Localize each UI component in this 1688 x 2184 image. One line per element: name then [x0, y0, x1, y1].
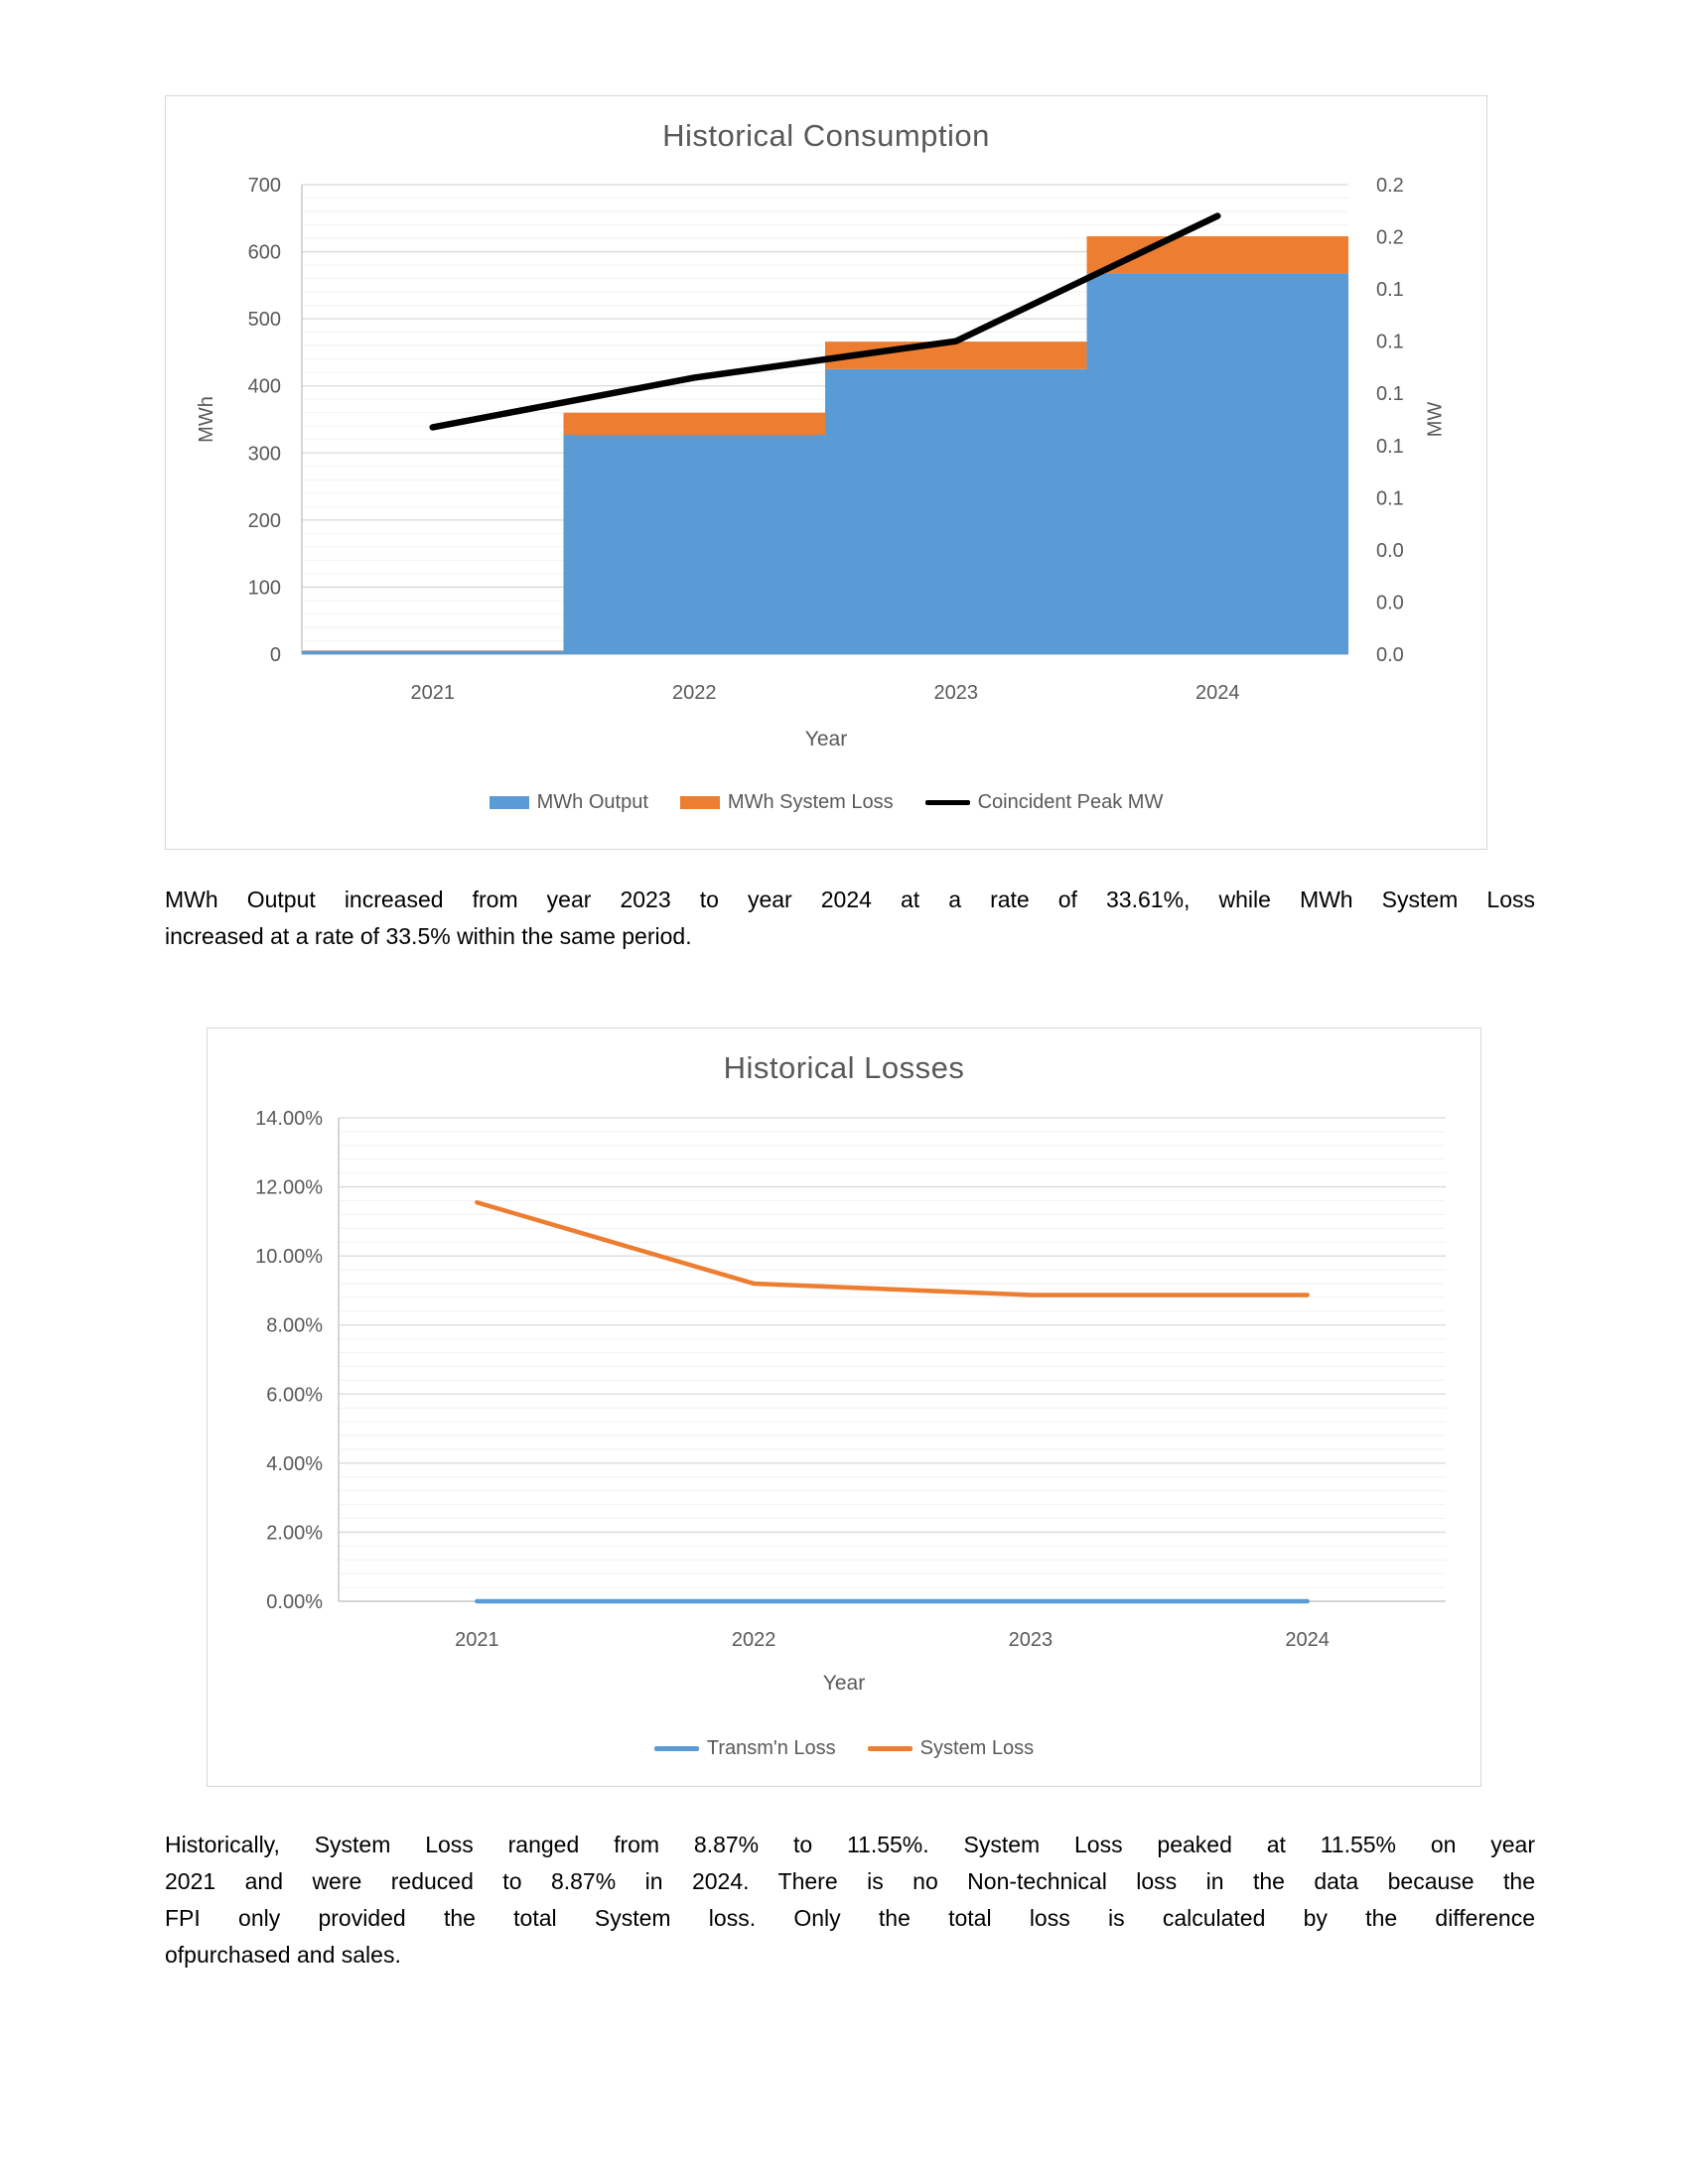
chart-title: Historical Consumption — [662, 118, 990, 153]
legend-label: MWh Output — [536, 791, 648, 813]
x-tick-label: 2022 — [732, 1629, 776, 1651]
consumption-legend: MWh Output MWh System Loss Coincident Peak… — [166, 791, 1486, 814]
left-axis-title: MWh — [190, 185, 223, 654]
y-tick-label: 600 — [248, 242, 281, 264]
y2-tick-label: 0.1 — [1376, 332, 1404, 353]
legend-item-mwh-system-loss: MWh System Loss — [679, 791, 894, 814]
chart-title: Historical Losses — [723, 1050, 965, 1085]
losses-legend: Transm'n Loss System Loss — [208, 1737, 1480, 1760]
x-tick-label: 2024 — [1285, 1629, 1330, 1651]
left-axis-title-text: MWh — [195, 396, 217, 443]
y2-tick-label: 0.1 — [1376, 436, 1404, 458]
legend-item-coincident-peak-mw: Coincident Peak MW — [924, 791, 1164, 814]
paragraph-line: increased at a rate of 33.5% within the … — [165, 923, 692, 949]
legend-swatch — [867, 1746, 913, 1751]
consumption-caption: MWh Output increased from year 2023 to y… — [165, 882, 1535, 955]
bar-mwh-output-2023 — [825, 368, 1087, 654]
bar-mwh-output-2021 — [302, 650, 564, 654]
y-tick-label: 0 — [270, 644, 281, 666]
y-tick-label: 100 — [248, 577, 281, 599]
x-tick-label: 2024 — [1196, 682, 1240, 704]
x-tick-label: 2023 — [934, 682, 979, 704]
y-tick-label: 8.00% — [266, 1315, 323, 1337]
y-tick-label: 14.00% — [255, 1108, 323, 1130]
losses-plot-area: 14.00% 12.00% 10.00% 8.00% 6.00% 4.00% 2.00% 0.… — [255, 1108, 1446, 1651]
legend-swatch — [924, 800, 970, 805]
legend-label: System Loss — [919, 1737, 1035, 1759]
paragraph-line: 2021 and were reduced to 8.87% in 2024. … — [165, 1868, 1535, 1894]
y2-tick-label: 0.0 — [1376, 592, 1404, 614]
y2-tick-label: 0.0 — [1376, 540, 1404, 562]
y-tick-label: 4.00% — [266, 1453, 323, 1475]
bar-mwh-output-2024 — [1086, 273, 1348, 654]
legend-swatch — [489, 796, 529, 809]
paragraph-line: ofpurchased and sales. — [165, 1942, 401, 1968]
y-tick-label: 0.00% — [266, 1591, 323, 1613]
x-tick-label: 2021 — [411, 682, 456, 704]
consumption-plot-area: 2021 2022 2023 2024 700 600 500 400 300 200 100 0 0.… — [248, 175, 1404, 704]
legend-swatch — [679, 796, 720, 809]
right-axis-title-text: MW — [1424, 401, 1447, 438]
y-tick-label: 500 — [248, 309, 281, 331]
losses-caption: Historically, System Loss ranged from 8.… — [165, 1827, 1535, 1974]
line-coincident-peak-mw — [429, 212, 1221, 431]
y-tick-label: 200 — [248, 510, 281, 532]
x-tick-label: 2023 — [1009, 1629, 1054, 1651]
x-axis-title: Year — [822, 1672, 866, 1695]
y-tick-label: 2.00% — [266, 1522, 323, 1544]
paragraph-line: FPI only provided the total System loss.… — [165, 1905, 1535, 1931]
y2-tick-label: 0.1 — [1376, 487, 1404, 509]
legend-item-system-loss: System Loss — [867, 1737, 1035, 1760]
bar-mwh-system-loss-2024 — [1086, 236, 1348, 274]
legend-label: MWh System Loss — [727, 791, 894, 813]
x-axis-title: Year — [804, 728, 848, 751]
bar-mwh-output-2022 — [563, 435, 825, 654]
y-tick-label: 400 — [248, 376, 281, 398]
x-tick-label: 2021 — [455, 1629, 499, 1651]
legend-label: Transm'n Loss — [706, 1737, 836, 1759]
y-tick-label: 12.00% — [255, 1177, 323, 1199]
y-tick-label: 300 — [248, 443, 281, 465]
y-tick-label: 700 — [248, 175, 281, 197]
paragraph-line: MWh Output increased from year 2023 to y… — [165, 887, 1535, 912]
y2-tick-label: 0.1 — [1376, 279, 1404, 301]
historical-losses-chart: Historical Losses 14.00% 12.00% 10.00% 8.00… — [207, 1027, 1481, 1787]
legend-item-mwh-output: MWh Output — [489, 791, 648, 814]
legend-swatch — [653, 1746, 699, 1751]
y2-tick-label: 0.1 — [1376, 383, 1404, 405]
legend-item-transm-n-loss: Transm'n Loss — [653, 1737, 836, 1760]
y2-tick-label: 0.0 — [1376, 644, 1404, 666]
y-tick-label: 6.00% — [266, 1384, 323, 1406]
paragraph-line: Historically, System Loss ranged from 8.… — [165, 1832, 1535, 1857]
legend-label: Coincident Peak MW — [977, 791, 1164, 813]
bar-mwh-system-loss-2022 — [563, 412, 825, 436]
x-tick-label: 2022 — [672, 682, 717, 704]
line-system-loss — [475, 1199, 1310, 1297]
y2-tick-label: 0.2 — [1376, 175, 1404, 197]
y2-tick-label: 0.2 — [1376, 227, 1404, 249]
right-axis-title: MW — [1419, 185, 1453, 654]
y-tick-label: 10.00% — [255, 1246, 323, 1268]
historical-consumption-chart: Historical Consumption 2021 2022 2023 2024 7… — [165, 95, 1487, 850]
